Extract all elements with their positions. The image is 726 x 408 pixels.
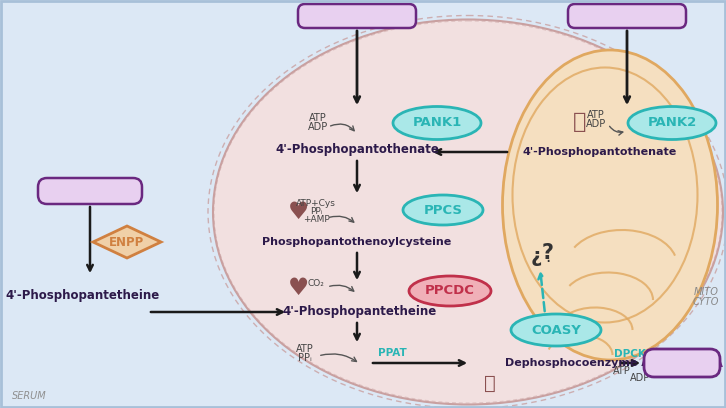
FancyBboxPatch shape: [568, 4, 686, 28]
Ellipse shape: [628, 106, 716, 140]
Text: PPᵢ: PPᵢ: [298, 353, 312, 363]
Text: ATP: ATP: [296, 344, 314, 354]
Text: +AMP: +AMP: [303, 215, 330, 224]
Text: Pantothenate: Pantothenate: [574, 9, 680, 23]
Text: DPCK: DPCK: [614, 349, 646, 359]
Text: ATP: ATP: [309, 113, 327, 123]
Text: ADP: ADP: [586, 119, 606, 129]
Text: 4'-Phosphopantothenate: 4'-Phosphopantothenate: [523, 147, 677, 157]
Text: PANK1: PANK1: [412, 117, 462, 129]
Text: ·: ·: [545, 253, 550, 271]
Text: 🧠: 🧠: [574, 112, 587, 132]
Text: ?: ?: [542, 243, 554, 263]
Text: ADP: ADP: [630, 373, 650, 383]
Text: 4'-Phosphopantetheine: 4'-Phosphopantetheine: [6, 288, 160, 302]
Text: Phosphopantothenoylcysteine: Phosphopantothenoylcysteine: [262, 237, 452, 247]
Polygon shape: [93, 226, 161, 258]
Text: CO₂: CO₂: [308, 279, 325, 288]
Text: ♥: ♥: [287, 276, 309, 300]
Text: ENPP: ENPP: [110, 235, 144, 248]
Text: ATP+Cys: ATP+Cys: [296, 200, 336, 208]
Text: Pantothenate: Pantothenate: [303, 9, 410, 23]
Text: PPCDC: PPCDC: [425, 284, 475, 297]
Text: SERUM: SERUM: [12, 391, 46, 401]
Text: PPAT: PPAT: [378, 348, 407, 358]
Ellipse shape: [511, 314, 601, 346]
FancyBboxPatch shape: [38, 178, 142, 204]
Ellipse shape: [213, 20, 723, 404]
Text: PANK2: PANK2: [648, 117, 697, 129]
Text: PPᵢ: PPᵢ: [310, 208, 322, 217]
Text: Dephosphocoenzyme A: Dephosphocoenzyme A: [505, 358, 650, 368]
FancyBboxPatch shape: [298, 4, 416, 28]
Text: ATP: ATP: [613, 366, 631, 376]
Text: ♥: ♥: [287, 200, 309, 224]
Text: ADP: ADP: [308, 122, 328, 132]
Text: 🧠: 🧠: [484, 373, 496, 392]
Text: Coenzyme A: Coenzyme A: [642, 357, 722, 370]
FancyBboxPatch shape: [644, 349, 720, 377]
Ellipse shape: [502, 50, 717, 360]
Text: COASY: COASY: [531, 324, 581, 337]
Text: ¿: ¿: [530, 246, 542, 266]
Text: PPCS: PPCS: [423, 204, 462, 217]
Text: 4'-Phosphopantothenate: 4'-Phosphopantothenate: [275, 144, 439, 157]
Ellipse shape: [403, 195, 483, 225]
Text: ATP: ATP: [587, 110, 605, 120]
Text: CYTO: CYTO: [693, 297, 719, 307]
Text: 4'-Phosphopantetheine: 4'-Phosphopantetheine: [283, 306, 437, 319]
Text: Coenzyme A: Coenzyme A: [49, 184, 131, 197]
Text: ·: ·: [531, 253, 537, 271]
Text: MITO: MITO: [693, 287, 719, 297]
Ellipse shape: [409, 276, 491, 306]
Ellipse shape: [393, 106, 481, 140]
